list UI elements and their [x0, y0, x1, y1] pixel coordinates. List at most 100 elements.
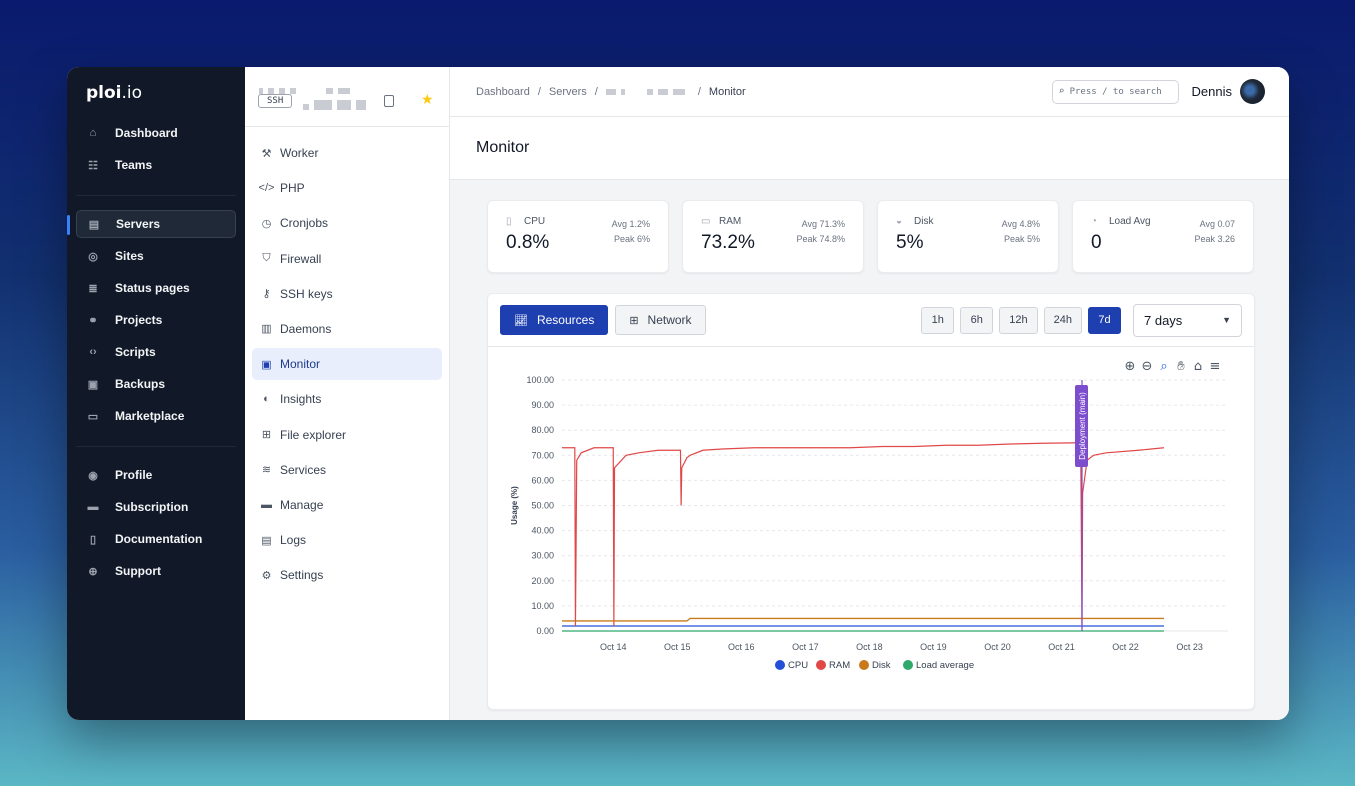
- menu-label: Dashboard: [115, 126, 178, 140]
- store-icon: ▭: [87, 410, 99, 423]
- pan-hand-icon[interactable]: ✋︎: [1177, 359, 1185, 374]
- sidebar-item-dashboard[interactable]: ⌂ Dashboard: [76, 119, 236, 147]
- reset-home-icon[interactable]: ⌂: [1194, 359, 1202, 374]
- menu-label: Worker: [280, 146, 319, 160]
- key-icon: ⚷: [262, 288, 271, 301]
- shield-icon: ⛉: [262, 252, 271, 265]
- x-tick-label: Oct 21: [1048, 642, 1075, 652]
- annotation-label-box: [1074, 385, 1088, 467]
- insights-icon: ◐: [263, 393, 270, 406]
- sidebar-item-sites[interactable]: ◎ Sites: [76, 242, 236, 270]
- menu-label: Profile: [115, 468, 153, 482]
- copy-clipboard-icon[interactable]: [384, 95, 394, 107]
- ssh-badge[interactable]: SSH: [258, 94, 293, 108]
- sidebar-item-servers[interactable]: ▤ Servers: [67, 210, 236, 238]
- server-menu-item-php[interactable]: </> PHP: [252, 172, 442, 204]
- memory-icon: ▭: [701, 216, 711, 227]
- legend-label[interactable]: Disk: [872, 660, 891, 671]
- range-button-12h[interactable]: 12h: [999, 306, 1038, 334]
- x-tick-label: Oct 14: [600, 642, 627, 652]
- menu-label: Teams: [115, 158, 153, 172]
- range-button-1h[interactable]: 1h: [921, 306, 955, 334]
- breadcrumb-servers[interactable]: Servers: [548, 85, 587, 98]
- sidebar-item-marketplace[interactable]: ▭ Marketplace: [76, 402, 236, 430]
- menu-label: Settings: [280, 568, 324, 583]
- sidebar-item-projects[interactable]: ⚭ Projects: [76, 306, 236, 334]
- server-menu-item-settings[interactable]: ⚙ Settings: [252, 559, 442, 591]
- server-menu-item-file-explorer[interactable]: ⊞ File explorer: [252, 419, 442, 451]
- usage-chart: 0.00 10.00 20.00 30.00 40.00 50.00 60.00 70.00 8…: [510, 359, 1228, 671]
- y-tick-label: 20.00: [531, 576, 554, 586]
- legend-marker: [816, 660, 826, 670]
- user-menu[interactable]: Dennis: [1192, 79, 1265, 104]
- server-menu-item-worker[interactable]: ⚒ Worker: [252, 137, 442, 169]
- server-menu-item-insights[interactable]: ◐ Insights: [252, 383, 442, 415]
- folder-tree-icon: ⊞: [261, 429, 272, 441]
- breadcrumb-separator: /: [697, 85, 701, 98]
- chart-toolbar: 📈︎ Resources ⊞ Network 1h 6h 12h 24h 7d 7 days…: [488, 294, 1254, 347]
- server-menu-item-logs[interactable]: ▤ Logs: [252, 524, 442, 556]
- legend-label[interactable]: RAM: [829, 660, 850, 671]
- breadcrumb-dashboard[interactable]: Dashboard: [476, 85, 530, 98]
- sidebar-item-scripts[interactable]: ‹› Scripts: [76, 338, 236, 366]
- sidebar-item-backups[interactable]: ▣ Backups: [76, 370, 236, 398]
- chevron-down-icon: ▼: [1222, 315, 1231, 325]
- sidebar-item-subscription[interactable]: ▬ Subscription: [76, 493, 236, 521]
- y-axis-label: Usage (%): [510, 486, 519, 525]
- menu-label: Sites: [115, 249, 144, 263]
- sidebar-item-support[interactable]: ⊕ Support: [76, 557, 236, 585]
- menu-label: Daemons: [280, 321, 332, 336]
- server-menu-item-ssh-keys[interactable]: ⚷ SSH keys: [252, 278, 442, 310]
- sidebar-item-documentation[interactable]: ▯ Documentation: [76, 525, 236, 553]
- search-placeholder: Press / to search: [1069, 86, 1162, 97]
- menu-label: Firewall: [280, 251, 322, 266]
- sidebar-item-teams[interactable]: ☷ Teams: [76, 151, 236, 179]
- stat-label: ▯ CPU: [506, 216, 650, 227]
- favorite-star-icon[interactable]: ★: [421, 91, 434, 107]
- breadcrumb-separator: /: [537, 85, 541, 98]
- zoom-select-icon[interactable]: ⌕: [1160, 359, 1167, 374]
- range-button-6h[interactable]: 6h: [960, 306, 994, 334]
- ploi-logo[interactable]: ploi.io: [86, 83, 143, 103]
- server-menu-item-daemons[interactable]: ▥ Daemons: [252, 313, 442, 345]
- y-tick-label: 80.00: [531, 425, 554, 435]
- y-tick-label: 50.00: [531, 501, 554, 511]
- chart-menu-icon[interactable]: ≡: [1210, 359, 1221, 374]
- tab-resources[interactable]: 📈︎ Resources: [500, 305, 609, 335]
- sidebar-item-profile[interactable]: ◉ Profile: [76, 461, 236, 489]
- legend-label[interactable]: Load average: [916, 660, 974, 671]
- server-menu-item-monitor[interactable]: ▣ Monitor: [252, 348, 442, 381]
- server-menu-item-services[interactable]: ≋ Services: [252, 454, 442, 486]
- y-tick-label: 100.00: [526, 375, 554, 385]
- stat-label-text: CPU: [524, 216, 546, 227]
- tab-network[interactable]: ⊞ Network: [615, 305, 706, 335]
- menu-label: Services: [280, 462, 327, 477]
- lifebuoy-icon: ⊕: [88, 565, 98, 578]
- stat-label-text: Disk: [914, 216, 934, 227]
- globe-icon: ◎: [88, 250, 98, 263]
- zoom-in-icon[interactable]: ⊕: [1125, 359, 1136, 374]
- archive-icon: ▣: [87, 378, 99, 391]
- sidebar-item-status-pages[interactable]: ≣ Status pages: [76, 274, 236, 302]
- server-menu-item-firewall[interactable]: ⛉ Firewall: [252, 243, 442, 275]
- stat-label: ▭ RAM: [701, 216, 845, 227]
- stat-value: 0: [1091, 232, 1102, 253]
- zoom-out-icon[interactable]: ⊖: [1142, 359, 1153, 374]
- range-button-7d[interactable]: 7d: [1088, 306, 1121, 334]
- server-menu-item-cronjobs[interactable]: ◷ Cronjobs: [252, 207, 442, 239]
- server-icon: ▤: [88, 218, 100, 231]
- period-select[interactable]: 7 days ▼: [1133, 303, 1242, 337]
- gear-icon: ⚙: [261, 569, 272, 582]
- legend-label[interactable]: CPU: [788, 660, 808, 671]
- nav-group-resources: ▤ Servers ◎ Sites ≣ Status pages ⚭ Projects ‹› Sc…: [67, 210, 236, 430]
- stat-card-ram: ▭ RAM 73.2% Avg 71.3% Peak 74.8%: [682, 200, 864, 273]
- x-tick-label: Oct 16: [728, 642, 755, 652]
- breadcrumb-server-redacted[interactable]: [605, 86, 690, 98]
- stats-row: ▯ CPU 0.8% Avg 1.2% Peak 6% ▭ RAM 73.2% Avg 71.3…: [487, 200, 1254, 273]
- search-input[interactable]: ⌕ Press / to search: [1051, 79, 1179, 104]
- hammer-icon: ⚒: [261, 147, 272, 160]
- stat-label-text: Load Avg: [1109, 216, 1151, 227]
- range-button-24h[interactable]: 24h: [1043, 306, 1082, 334]
- server-menu-item-manage[interactable]: ▬ Manage: [252, 489, 442, 521]
- menu-label: Support: [115, 564, 161, 578]
